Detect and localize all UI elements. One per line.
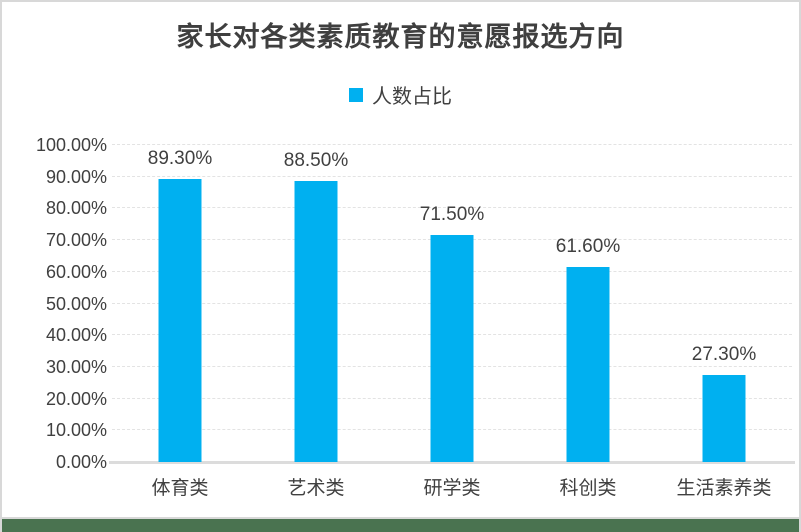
x-category-label: 生活素养类 [676,478,772,499]
y-tick-label: 70.00% [45,230,107,251]
legend-swatch-icon [349,87,363,102]
plot-area: 89.30% 88.50% 71.50% 61.60% 27.30% [109,144,795,464]
bar-slot: 71.50% [384,145,520,462]
bar [158,178,202,462]
bar-data-label: 88.50% [283,150,349,172]
bar [294,181,338,462]
x-category-label: 体育类 [151,478,209,499]
y-tick-label: 50.00% [45,293,107,314]
y-tick-label: 30.00% [45,356,107,377]
footer-accent-bar [2,519,799,532]
x-category-label: 艺术类 [287,478,345,499]
y-tick-label: 10.00% [45,420,107,441]
bar-data-label: 71.50% [419,204,485,226]
bar-series: 89.30% 88.50% 71.50% 61.60% 27.30% [112,145,792,462]
chart-title: 家长对各类素质教育的意愿报选方向 [176,22,625,52]
gridline [112,144,792,145]
legend: 人数占比 [2,80,799,109]
gridline [112,175,792,177]
y-tick-label: 100.00% [35,135,107,155]
bar-slot: 27.30% [656,145,792,462]
frame-bottom-border [2,517,799,519]
y-tick-label: 60.00% [45,261,107,282]
x-axis-category-labels: 体育类 艺术类 研学类 科创类 生活素养类 [112,473,792,500]
x-axis-line [109,461,795,464]
bar [702,375,746,462]
bar-slot: 89.30% [112,145,248,462]
y-tick-label: 20.00% [45,388,107,409]
x-category-label: 研学类 [423,478,481,499]
bar-slot: 88.50% [248,145,384,462]
bar-slot: 61.60% [520,145,656,462]
y-tick-label: 90.00% [45,166,107,187]
y-tick-label: 80.00% [45,198,107,219]
bar [430,235,474,462]
y-axis-tick-labels: 0.00% 10.00% 20.00% 30.00% 40.00% 50.00% 60.00… [6,135,107,472]
bar [566,266,610,462]
bar-data-label: 61.60% [555,235,621,257]
bar-data-label: 89.30% [147,147,213,169]
gridline [112,207,792,209]
x-category-label: 科创类 [559,478,617,499]
y-tick-label: 40.00% [45,325,107,346]
y-tick-label: 0.00% [55,452,107,472]
legend-label: 人数占比 [372,86,452,108]
bar-data-label: 27.30% [691,344,757,366]
